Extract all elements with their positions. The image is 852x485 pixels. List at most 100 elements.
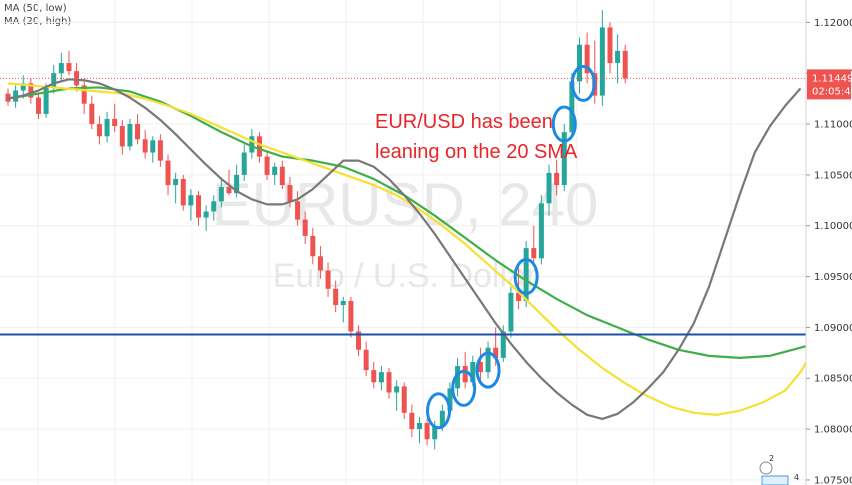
candle (203, 205, 209, 231)
price-axis[interactable]: 1.120001.115001.110001.105001.100001.095… (805, 0, 852, 485)
candle (180, 174, 186, 211)
candle-body (104, 118, 110, 137)
candle (51, 65, 57, 94)
axis-tick-label: 1.09500 (814, 272, 852, 283)
candle (577, 37, 582, 94)
candle-body (173, 178, 179, 186)
annotation-line-1: EUR/USD has been (375, 111, 553, 133)
candle-body (135, 124, 141, 140)
candle (135, 113, 141, 145)
candle-body (165, 160, 171, 186)
candle (378, 366, 384, 391)
price-label-box (807, 69, 851, 100)
candle (218, 179, 224, 208)
annotation: EUR/USD has been leaning on the 20 SMA (375, 111, 578, 163)
candle-body (348, 300, 354, 332)
candle-body (35, 97, 41, 114)
candle (455, 357, 461, 397)
candle (531, 225, 537, 267)
candle-body (310, 235, 316, 257)
axis-tick-label: 1.09000 (814, 323, 852, 334)
candle-body (561, 132, 567, 186)
candle (89, 95, 95, 130)
candle (508, 286, 514, 338)
candle-body (295, 201, 301, 220)
candle-body (546, 172, 552, 204)
candle (272, 162, 278, 186)
event-badges: 24 (759, 454, 799, 485)
candle-body (523, 248, 529, 301)
candle-body (81, 85, 87, 104)
candle-body (409, 412, 415, 430)
candle-body (371, 370, 377, 383)
candle-body (302, 219, 308, 236)
axis-tick-label: 1.08500 (814, 374, 852, 385)
legend-entry-ma50: MA (50, low) (4, 3, 67, 14)
candle (165, 154, 171, 196)
axis-tick-label: 1.07500 (814, 475, 852, 485)
candle (74, 63, 80, 92)
annotation-line-2: leaning on the 20 SMA (375, 141, 578, 163)
candle (584, 32, 590, 84)
candle-body (508, 292, 514, 332)
candle-body (615, 50, 621, 64)
candle-body (455, 366, 461, 389)
candle-body (500, 331, 506, 358)
candle-body (157, 140, 163, 161)
candle (348, 296, 354, 338)
candle (500, 325, 506, 362)
price-label-countdown: 02:05:42 (812, 86, 852, 97)
axis-tick-label: 1.12000 (814, 18, 852, 29)
candle (279, 160, 285, 190)
candle-body (584, 44, 590, 74)
candle (561, 124, 567, 192)
candle-body (401, 386, 407, 413)
candle (356, 325, 362, 356)
candle (424, 418, 430, 446)
candle (363, 341, 369, 377)
candle-body (196, 195, 201, 218)
candle (477, 347, 483, 381)
candle-body (340, 300, 346, 306)
highlight-circle (513, 258, 539, 296)
candle-body (356, 331, 362, 350)
candle-body (112, 118, 118, 127)
candle-body (599, 27, 605, 96)
candle-body (607, 27, 613, 64)
candle (196, 191, 201, 226)
candle-body (256, 136, 262, 157)
candle-body (264, 156, 270, 175)
candle (325, 262, 331, 297)
candle-body (485, 347, 491, 373)
candle (173, 172, 179, 204)
candle (96, 115, 102, 145)
badge-circle (759, 461, 773, 475)
candle-body (432, 427, 438, 440)
candle-body (28, 83, 34, 98)
badge-count-2: 2 (769, 454, 774, 463)
candle-body (43, 87, 49, 114)
candle (394, 380, 400, 411)
grid (0, 0, 806, 485)
candle (157, 134, 163, 167)
candle (409, 404, 415, 438)
highlight-circle (426, 392, 452, 430)
candle (538, 195, 544, 265)
candle-body (226, 187, 232, 194)
candle-body (203, 211, 209, 218)
candle-body (416, 422, 422, 430)
candle-body (119, 126, 125, 147)
candle-body (378, 372, 384, 383)
ma-line-grey (7, 78, 802, 421)
candle-body (470, 361, 476, 383)
candle-body (51, 73, 57, 88)
candle-body (188, 195, 194, 206)
candle (5, 88, 11, 106)
candle-body (241, 152, 247, 175)
candle-body (142, 139, 148, 153)
candle (150, 136, 156, 163)
candle (599, 10, 605, 106)
candle-body (394, 386, 400, 393)
ma-line-green (7, 86, 847, 360)
